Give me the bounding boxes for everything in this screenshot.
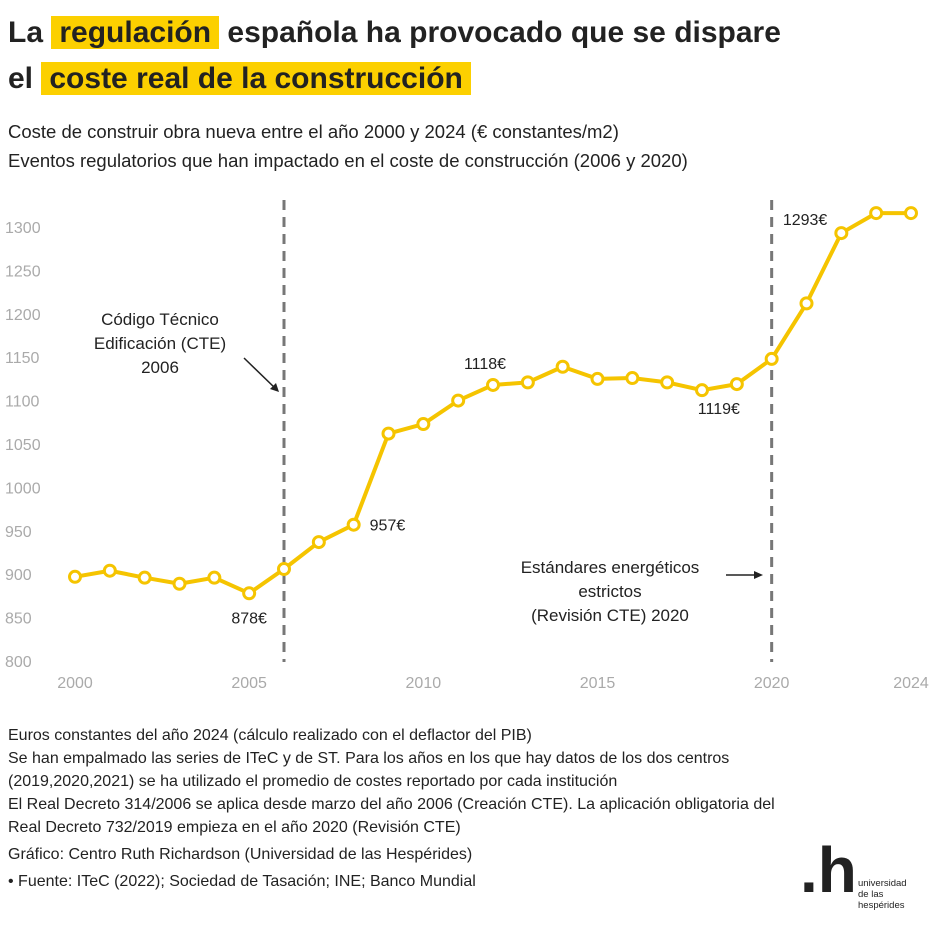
y-tick-label: 950 xyxy=(5,524,32,541)
logo-line: de las xyxy=(858,889,884,900)
title-text: el xyxy=(8,62,34,95)
x-tick-label: 2010 xyxy=(406,675,442,692)
data-point xyxy=(834,226,849,241)
data-point xyxy=(68,569,82,584)
data-point xyxy=(799,296,814,311)
data-point xyxy=(486,377,500,392)
event-label: (Revisión CTE) 2020 xyxy=(531,606,689,625)
data-label: 1119€ xyxy=(698,401,740,418)
title-highlight: coste real de la construcción xyxy=(41,62,471,95)
data-point xyxy=(869,206,884,221)
data-point xyxy=(172,576,187,591)
subtitle: Coste de construir obra nueva entre el a… xyxy=(8,121,619,142)
data-label: 1293€ xyxy=(783,212,828,229)
data-label: 878€ xyxy=(231,610,267,627)
y-tick-label: 800 xyxy=(5,654,32,671)
credit: Gráfico: Centro Ruth Richardson (Univers… xyxy=(8,846,473,863)
data-point xyxy=(695,383,709,398)
y-tick-label: 1100 xyxy=(5,394,40,411)
x-tick-label: 2024 xyxy=(893,675,929,692)
arrow-head-icon xyxy=(754,571,763,579)
university-logo: .h universidad de las hespérides xyxy=(800,838,940,914)
data-point xyxy=(416,417,431,432)
x-tick-label: 2005 xyxy=(231,675,267,692)
data-point xyxy=(451,393,466,408)
event-label: Edificación (CTE) xyxy=(94,334,226,353)
note: El Real Decreto 314/2006 se aplica desde… xyxy=(8,796,775,836)
data-point xyxy=(520,375,535,390)
data-label: 957€ xyxy=(370,518,406,535)
data-point xyxy=(102,563,117,578)
event-label: estrictos xyxy=(578,582,641,601)
footer: Euros constantes del año 2024 (cálculo r… xyxy=(8,724,788,893)
title-text: La xyxy=(8,16,44,49)
y-tick-label: 1250 xyxy=(5,263,41,280)
data-point xyxy=(764,351,779,366)
data-point xyxy=(590,371,605,386)
y-tick-label: 1000 xyxy=(5,480,41,497)
data-point xyxy=(277,561,291,576)
line-chart: 800 850 900 950 1000 1050 1100 1150 1200 1250 1300… xyxy=(5,200,929,692)
note: Euros constantes del año 2024 (cálculo r… xyxy=(8,727,532,744)
y-tick-label: 1300 xyxy=(5,220,41,237)
logo-mark: .h xyxy=(800,834,857,906)
note: Se han empalmado las series de ITeC y de… xyxy=(8,750,730,790)
title-line: La regulación española ha provocado que … xyxy=(8,10,938,56)
title-text: española ha provocado que se dispare xyxy=(227,16,781,49)
data-point xyxy=(555,359,570,374)
y-tick-label: 1050 xyxy=(5,437,41,454)
y-tick-label: 1200 xyxy=(5,307,41,324)
logo-line: hespérides xyxy=(858,900,905,911)
data-line xyxy=(74,211,911,596)
data-point xyxy=(311,535,326,550)
notes: Euros constantes del año 2024 (cálculo r… xyxy=(8,724,778,839)
event-label: Código Técnico xyxy=(101,310,219,329)
data-point xyxy=(904,206,918,221)
arrow-head-icon xyxy=(270,383,279,392)
event-arrow xyxy=(243,357,277,390)
logo-line: universidad xyxy=(858,878,907,889)
data-point xyxy=(137,570,152,585)
data-point xyxy=(242,586,257,601)
y-tick-label: 850 xyxy=(5,611,32,628)
source: • Fuente: ITeC (2022); Sociedad de Tasac… xyxy=(8,873,476,890)
data-point xyxy=(660,375,675,390)
data-point xyxy=(381,426,396,441)
title-highlight: regulación xyxy=(51,16,220,49)
data-point xyxy=(346,517,361,532)
y-tick-label: 900 xyxy=(5,567,32,584)
title-line: el coste real de la construcción xyxy=(8,56,938,102)
y-tick-label: 1150 xyxy=(5,350,40,367)
x-tick-label: 2000 xyxy=(57,675,93,692)
x-tick-label: 2015 xyxy=(580,675,616,692)
logo-text: universidad de las hespérides xyxy=(858,878,907,911)
data-point xyxy=(207,570,222,585)
event-label: Estándares energéticos xyxy=(521,558,700,577)
data-point xyxy=(729,377,744,392)
event-label: 2006 xyxy=(141,358,179,377)
x-tick-label: 2020 xyxy=(754,675,790,692)
data-label: 1118€ xyxy=(464,356,506,373)
data-point xyxy=(625,371,640,386)
subtitle: Eventos regulatorios que han impactado e… xyxy=(8,150,688,171)
page-title: La regulación española ha provocado que … xyxy=(8,10,938,102)
